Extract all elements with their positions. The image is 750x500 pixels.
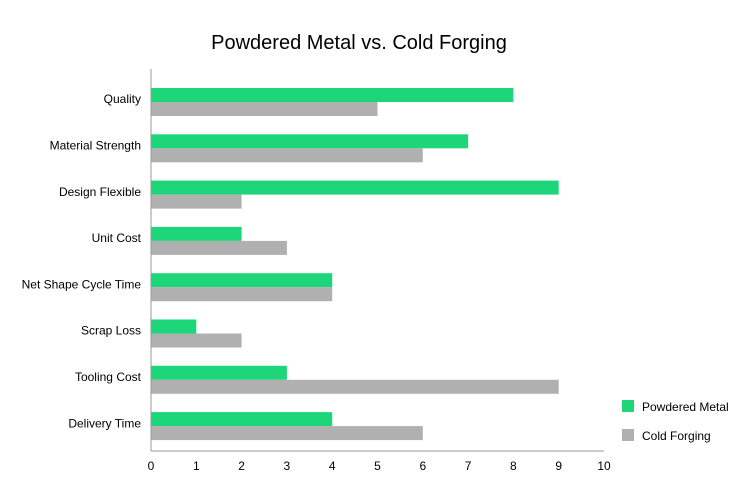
x-tick-label-2: 2 (238, 459, 245, 473)
bar-powdered-metal-scrap-loss (151, 319, 197, 334)
bar-cold-forging-material-strength (151, 148, 423, 163)
bar-powdered-metal-tooling-cost (151, 365, 287, 380)
x-tick-label-10: 10 (597, 459, 611, 473)
category-label-scrap-loss: Scrap Loss (81, 324, 141, 338)
legend-label-cold-forging: Cold Forging (642, 429, 711, 443)
x-tick-label-3: 3 (284, 459, 291, 473)
category-label-unit-cost: Unit Cost (92, 231, 142, 245)
chart-title: Powdered Metal vs. Cold Forging (211, 32, 507, 54)
x-tick-label-7: 7 (465, 459, 472, 473)
x-tick-label-0: 0 (148, 459, 155, 473)
bar-cold-forging-scrap-loss (151, 333, 242, 348)
bar-powdered-metal-quality (151, 88, 514, 102)
legend-swatch-cold-forging (622, 429, 634, 441)
category-labels: Quality Material Strength Design Flexible U… (22, 92, 142, 430)
x-tick-label-5: 5 (374, 459, 381, 473)
bar-cold-forging-quality (151, 102, 378, 116)
category-label-tooling-cost: Tooling Cost (75, 370, 142, 384)
bar-cold-forging-design-flexible (151, 194, 242, 209)
bar-powdered-metal-net-shape-cycle-time (151, 273, 333, 288)
category-label-quality: Quality (104, 92, 141, 106)
legend-swatch-powdered-metal (622, 400, 634, 412)
category-label-net-shape-cycle-time: Net Shape Cycle Time (22, 277, 142, 291)
x-tick-label-4: 4 (329, 459, 336, 473)
bar-cold-forging-delivery-time (151, 426, 423, 441)
x-tick-label-9: 9 (555, 459, 562, 473)
bar-powdered-metal-material-strength (151, 134, 469, 149)
bars-layer (151, 88, 559, 441)
x-tick-label-1: 1 (193, 459, 200, 473)
legend: Powdered Metal Cold Forging (622, 400, 729, 443)
category-label-material-strength: Material Strength (50, 138, 141, 152)
bar-cold-forging-tooling-cost (151, 379, 559, 394)
x-tick-label-6: 6 (419, 459, 426, 473)
category-label-delivery-time: Delivery Time (68, 416, 141, 430)
x-tick-label-8: 8 (510, 459, 517, 473)
category-label-design-flexible: Design Flexible (59, 185, 141, 199)
bar-powdered-metal-delivery-time (151, 412, 333, 427)
bar-powdered-metal-unit-cost (151, 226, 242, 241)
bar-cold-forging-net-shape-cycle-time (151, 287, 333, 302)
x-tick-labels: 0 1 2 3 4 5 6 7 8 9 10 (148, 459, 611, 473)
legend-label-powdered-metal: Powdered Metal (642, 400, 729, 414)
bar-cold-forging-unit-cost (151, 240, 287, 255)
bar-powdered-metal-design-flexible (151, 180, 559, 195)
